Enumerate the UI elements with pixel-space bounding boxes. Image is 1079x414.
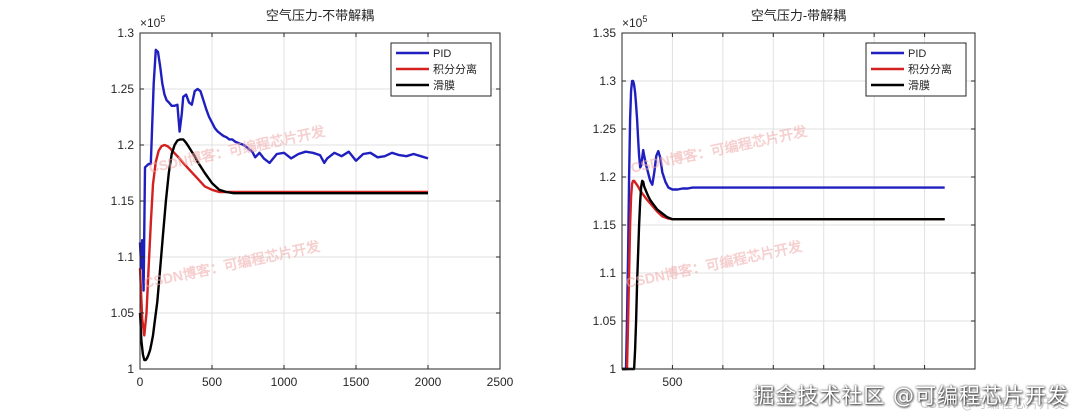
series-line-1 [138,48,429,292]
x-tick-label-1: 500 [202,375,222,389]
legend-label-3: 滑膜 [908,79,930,92]
x-tick-label-5: 2500 [487,375,514,389]
legend-label-1: PID [433,48,451,60]
footer-watermark: 掘金技术社区 @可编程芯片开发 [753,384,1069,408]
y-tick-label-7: 1.35 [593,26,617,40]
y-tick-label-2: 1.1 [117,250,134,264]
chart-watermark-upper: CSDN博客：可编程芯片开发 [629,123,809,176]
chart-watermark-lower: CSDN博客：可编程芯片开发 [624,238,804,291]
legend-label-1: PID [908,48,926,60]
y-exponent-power: 5 [642,14,647,24]
legend-label-2: 积分分离 [433,62,477,76]
series-line-1 [621,79,945,371]
x-tick-label-1: 500 [662,375,682,389]
y-tick-label-0: 1 [609,362,616,376]
x-tick-label-4: 2000 [415,375,442,389]
y-tick-label-3: 1.15 [111,194,135,208]
axes-box [621,32,976,370]
x-tick-label-2: 1000 [271,375,298,389]
y-exponent-label: ×105 [140,14,165,30]
y-tick-label-5: 1.25 [111,82,135,96]
x-tick-label-3: 1500 [343,375,370,389]
y-exponent-power: 5 [160,14,165,24]
series-line-3 [622,179,945,371]
y-tick-label-1: 1.05 [593,314,617,328]
y-tick-label-1: 1.05 [111,306,135,320]
y-exponent-label: ×105 [622,14,647,30]
y-tick-label-5: 1.25 [593,122,617,136]
legend-label-2: 积分分离 [908,62,952,76]
chart-title: 空气压力-带解耦 [751,8,846,23]
y-tick-label-3: 1.15 [593,218,617,232]
chart-title: 空气压力-不带解耦 [266,8,374,23]
y-tick-label-2: 1.1 [599,266,616,280]
y-tick-label-0: 1 [127,362,134,376]
chart-right: CSDN博客：可编程芯片开发 CSDN博客：可编程芯片开发 500 1 1.05 1.1 1… [593,8,976,389]
chart-watermark-lower: CSDN博客：可编程芯片开发 [142,238,322,291]
x-tick-label-0: 0 [137,375,144,389]
y-tick-label-4: 1.2 [117,138,134,152]
legend-label-3: 滑膜 [433,79,455,92]
y-tick-label-6: 1.3 [599,74,616,88]
footer-watermark-small: CSDN @可编程芯片开发 [919,397,1065,412]
y-tick-label-4: 1.2 [599,170,616,184]
series-line-3 [138,138,428,362]
y-tick-label-6: 1.3 [117,26,134,40]
